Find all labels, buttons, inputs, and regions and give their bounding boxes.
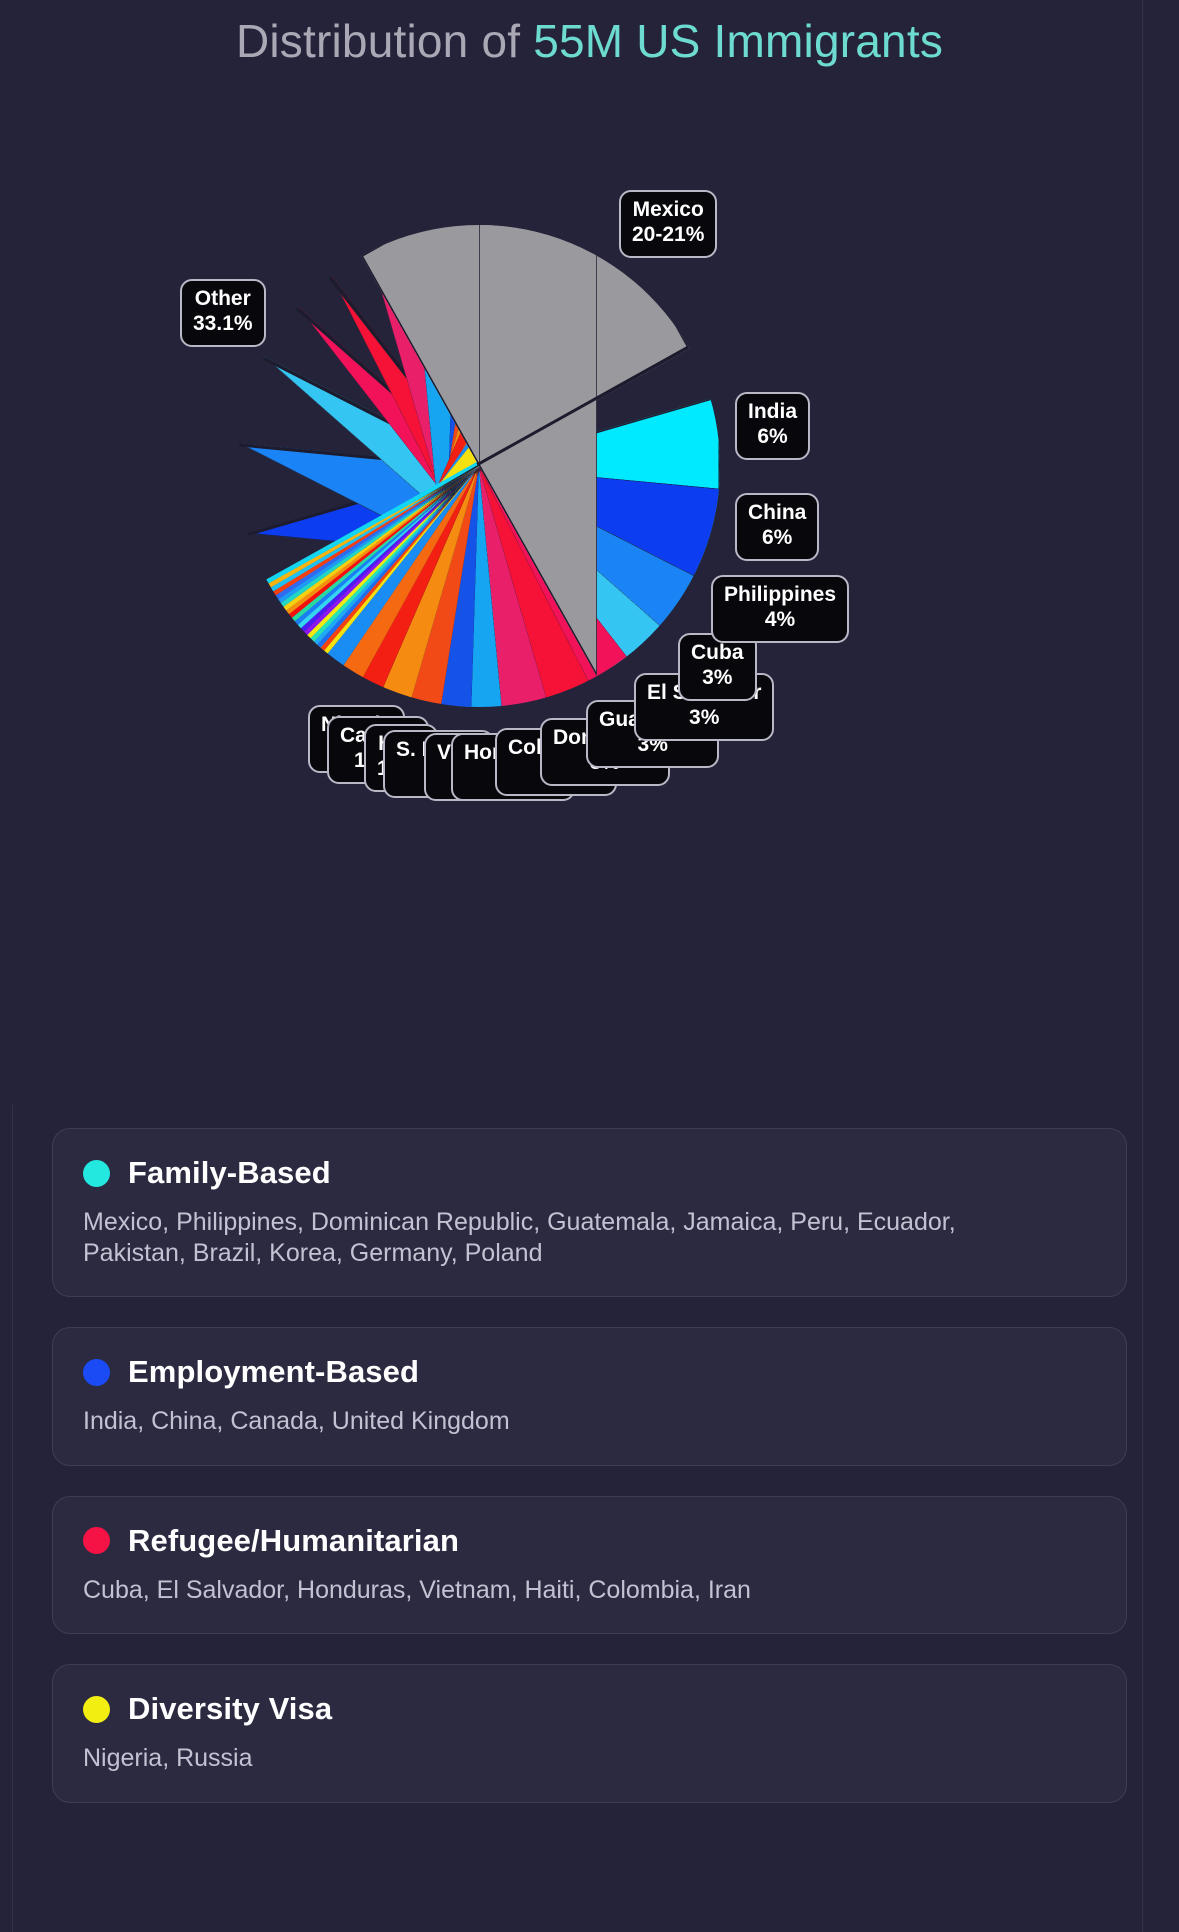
callout-percent: 4% — [764, 607, 796, 631]
legend-color-dot-icon — [83, 1358, 110, 1386]
page-title-accent: 55M US Immigrants — [533, 15, 944, 67]
legend-color-dot-icon — [83, 1527, 110, 1554]
category-legend: Family-Based Mexico, Philippines, Dominic… — [52, 1128, 1127, 1833]
legend-card-title: Family-Based — [128, 1155, 331, 1190]
callout-philippines[interactable]: Philippines 4% — [711, 575, 850, 643]
legend-card-countries: Cuba, El Salvador, Honduras, Vietnam, Ha… — [83, 1575, 751, 1604]
callout-cuba[interactable]: Cuba 3% — [678, 633, 757, 701]
callout-label: Cuba — [691, 641, 744, 664]
legend-card-title: Refugee/Humanitarian — [128, 1522, 460, 1558]
pie-slices-container — [238, 225, 720, 707]
callout-label: Philippines — [724, 583, 837, 606]
page-title-prefix: Distribution of — [235, 15, 534, 67]
legend-card-diversity-visa[interactable]: Diversity Visa Nigeria, Russia — [52, 1664, 1127, 1803]
legend-card-title: Diversity Visa — [128, 1691, 333, 1726]
callout-china[interactable]: China 6% — [735, 493, 820, 561]
callout-other[interactable]: Other 33.1% — [180, 279, 266, 347]
callout-label: China — [748, 501, 807, 524]
callout-label: Other — [194, 287, 251, 310]
right-edge-divider — [1142, 0, 1143, 1932]
callout-percent: 6% — [761, 525, 793, 549]
callout-mexico[interactable]: Mexico 20-21% — [619, 190, 718, 258]
legend-card-header: Employment-Based — [83, 1354, 1096, 1390]
legend-card-header: Diversity Visa — [83, 1691, 1096, 1727]
callout-label: India — [748, 400, 798, 423]
page-title: Distribution of 55M US Immigrants — [0, 14, 1179, 68]
legend-card-countries: Mexico, Philippines, Dominican Republic,… — [83, 1208, 956, 1267]
callout-percent: 3% — [689, 705, 720, 729]
left-edge-divider — [12, 1105, 13, 1932]
legend-card-family-based[interactable]: Family-Based Mexico, Philippines, Dominic… — [52, 1128, 1127, 1297]
legend-card-refugee-humanitarian[interactable]: Refugee/Humanitarian Cuba, El Salvador, H… — [52, 1495, 1127, 1634]
legend-card-employment-based[interactable]: Employment-Based India, China, Canada, Un… — [52, 1327, 1127, 1466]
callout-label: Mexico — [632, 198, 704, 221]
callout-percent: 33.1% — [193, 311, 253, 335]
callout-india[interactable]: India 6% — [735, 392, 811, 460]
legend-color-dot-icon — [83, 1159, 110, 1187]
callout-percent: 6% — [757, 424, 788, 448]
legend-card-title: Employment-Based — [128, 1354, 419, 1389]
pie-chart[interactable] — [238, 225, 720, 707]
legend-card-countries: India, China, Canada, United Kingdom — [83, 1407, 510, 1435]
legend-color-dot-icon — [83, 1695, 110, 1723]
callout-percent: 20-21% — [632, 222, 705, 246]
pie-chart-area: Mexico 20-21% Other 33.1% India 6% China 6% Phil… — [0, 150, 1179, 910]
legend-card-countries: Nigeria, Russia — [83, 1744, 253, 1772]
legend-card-header: Refugee/Humanitarian — [83, 1523, 1096, 1559]
legend-card-header: Family-Based — [83, 1155, 1096, 1191]
callout-percent: 3% — [702, 665, 733, 689]
